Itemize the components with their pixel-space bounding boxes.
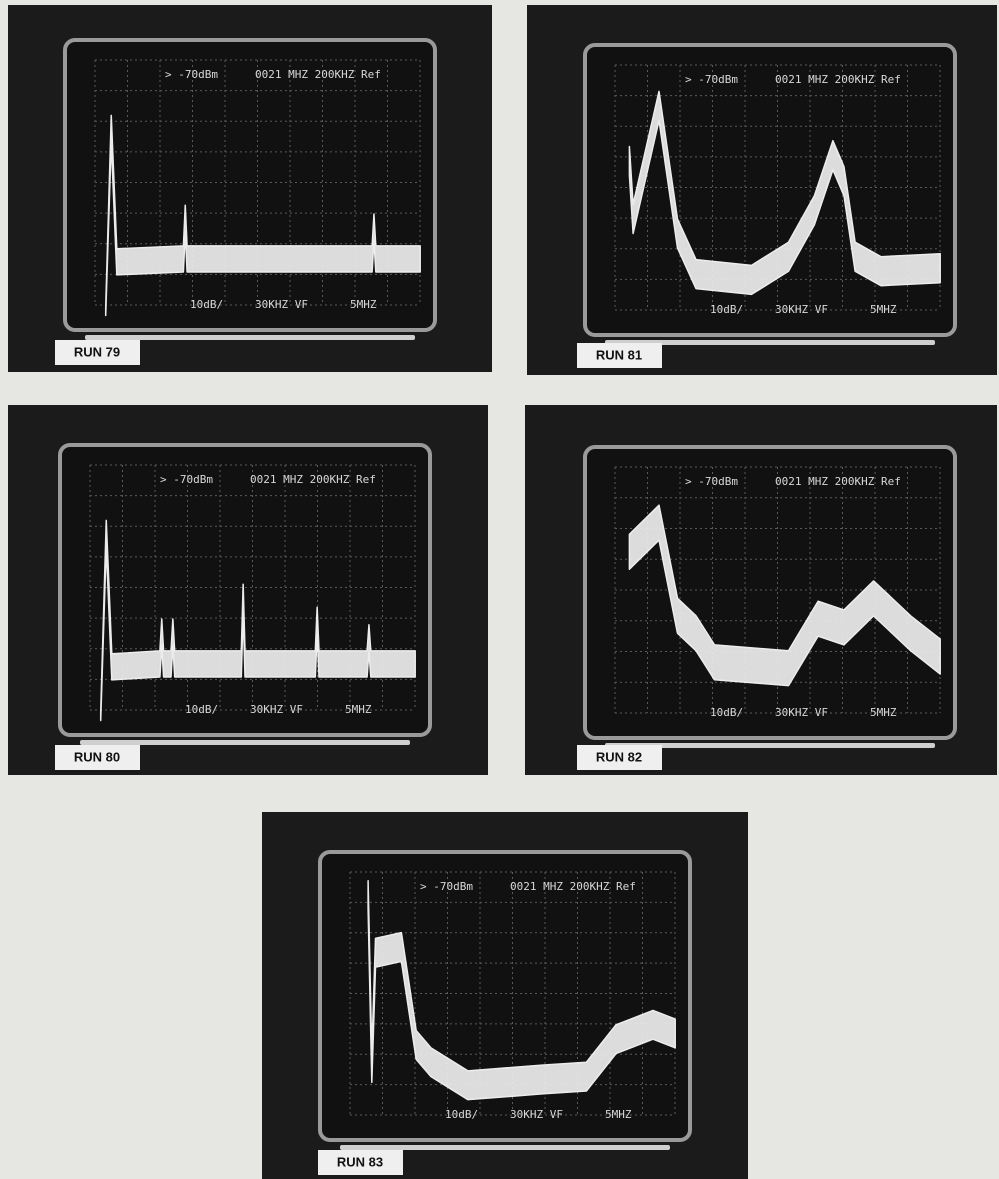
readout: 0021 MHZ 200KHZ Ref — [250, 473, 376, 486]
readout: 30KHZ VF — [255, 298, 308, 311]
run-label: RUN 83 — [337, 1154, 383, 1169]
readout: 30KHZ VF — [510, 1108, 563, 1121]
readout: > -70dBm — [160, 473, 213, 486]
run-label: RUN 82 — [596, 749, 642, 764]
readout: 5MHZ — [870, 706, 897, 719]
readout: 5MHZ — [870, 303, 897, 316]
readout: > -70dBm — [685, 475, 738, 488]
readout: > -70dBm — [420, 880, 473, 893]
readout: > -70dBm — [165, 68, 218, 81]
screen-bezel — [585, 447, 955, 738]
run-label: RUN 81 — [596, 347, 642, 362]
readout: 30KHZ VF — [250, 703, 303, 716]
run-label: RUN 80 — [74, 749, 120, 764]
photo-panel: > -70dBm 0021 MHZ 200KHZ Ref 10dB/30KHZ VF… — [527, 5, 997, 375]
screen-reflection — [340, 1145, 670, 1150]
readout: 10dB/ — [445, 1108, 478, 1121]
readout: 5MHZ — [350, 298, 377, 311]
readout: 0021 MHZ 200KHZ Ref — [775, 475, 901, 488]
screen-bezel — [60, 445, 430, 735]
readout: 5MHZ — [605, 1108, 632, 1121]
photo-panel: > -70dBm 0021 MHZ 200KHZ Ref 10dB/30KHZ VF… — [262, 812, 748, 1179]
readout: 30KHZ VF — [775, 303, 828, 316]
readout: 30KHZ VF — [775, 706, 828, 719]
screen-reflection — [85, 335, 415, 340]
readout: 10dB/ — [185, 703, 218, 716]
run-label: RUN 79 — [74, 344, 120, 359]
readout: 5MHZ — [345, 703, 372, 716]
screen-bezel — [65, 40, 435, 330]
photo-panel: > -70dBm 0021 MHZ 200KHZ Ref 10dB/30KHZ VF… — [525, 405, 997, 775]
readout: 10dB/ — [190, 298, 223, 311]
readout: 10dB/ — [710, 706, 743, 719]
photo-panel: > -70dBm 0021 MHZ 200KHZ Ref 10dB/30KHZ VF… — [8, 5, 492, 372]
readout: > -70dBm — [685, 73, 738, 86]
screen-reflection — [80, 740, 410, 745]
readout: 0021 MHZ 200KHZ Ref — [775, 73, 901, 86]
figure: > -70dBm 0021 MHZ 200KHZ Ref 10dB/30KHZ VF… — [0, 0, 999, 1179]
readout: 0021 MHZ 200KHZ Ref — [510, 880, 636, 893]
readout: 0021 MHZ 200KHZ Ref — [255, 68, 381, 81]
photo-panel: > -70dBm 0021 MHZ 200KHZ Ref 10dB/30KHZ VF… — [8, 405, 488, 775]
readout: 10dB/ — [710, 303, 743, 316]
